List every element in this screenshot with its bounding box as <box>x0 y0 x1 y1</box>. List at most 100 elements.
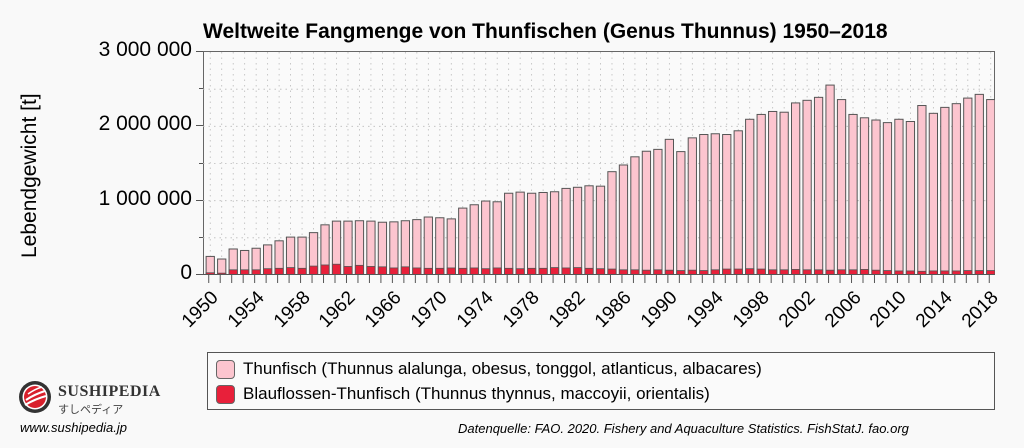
bar-thunfisch <box>480 200 490 275</box>
bar-blauflossen <box>951 270 961 275</box>
bar-blauflossen <box>905 270 915 275</box>
bar-thunfisch <box>618 164 628 275</box>
bar-blauflossen <box>916 270 926 275</box>
bar-blauflossen <box>400 266 410 275</box>
legend-label: Blauflossen-Thunfisch (Thunnus thynnus, … <box>243 384 710 403</box>
bar-thunfisch <box>687 137 697 275</box>
bar-thunfisch <box>423 216 433 275</box>
bar-thunfisch <box>824 84 835 275</box>
y-tick <box>196 199 203 201</box>
y-tick <box>196 274 203 275</box>
bar-thunfisch <box>698 134 708 275</box>
bar-blauflossen <box>262 268 272 275</box>
bar-thunfisch <box>239 249 249 275</box>
bar-blauflossen <box>469 267 479 275</box>
bar-thunfisch <box>756 113 766 275</box>
website-link[interactable]: www.sushipedia.jp <box>20 420 127 435</box>
bar-thunfisch <box>469 204 479 275</box>
bar-thunfisch <box>262 244 272 275</box>
bar-blauflossen <box>480 268 490 275</box>
bar-blauflossen <box>939 270 949 275</box>
bar-thunfisch <box>870 119 881 275</box>
bar-thunfisch <box>251 247 261 275</box>
y-tick <box>196 125 203 127</box>
bar-blauflossen <box>354 264 364 275</box>
y-minor-tick <box>199 236 203 238</box>
y-tick-label: 0 <box>180 261 192 284</box>
legend-label: Thunfisch (Thunnus alalunga, obesus, ton… <box>243 359 762 378</box>
bar-thunfisch <box>836 99 846 275</box>
bar-thunfisch <box>492 201 502 275</box>
bar-thunfisch <box>572 186 582 275</box>
bar-thunfisch <box>526 192 536 275</box>
bar-blauflossen <box>825 269 835 275</box>
bar-thunfisch <box>916 105 927 275</box>
bar-thunfisch <box>859 117 869 275</box>
bar-blauflossen <box>664 269 674 275</box>
bar-thunfisch <box>411 219 421 275</box>
brand-name-jp: すしペディア <box>58 404 124 416</box>
bar-blauflossen <box>744 268 754 275</box>
bar-blauflossen <box>561 267 571 275</box>
bar-thunfisch <box>801 99 812 275</box>
y-minor-tick <box>199 88 203 90</box>
bar-thunfisch <box>767 110 777 275</box>
y-tick <box>196 51 203 52</box>
bar-chart <box>202 52 995 275</box>
brand-name: SUSHIPEDIA <box>58 383 161 400</box>
x-axis-ticks <box>208 274 990 283</box>
bar-thunfisch <box>434 217 444 275</box>
bar-thunfisch <box>503 192 513 275</box>
bar-thunfisch <box>675 151 685 275</box>
bar-blauflossen <box>388 267 398 275</box>
bar-thunfisch <box>446 218 456 275</box>
bar-blauflossen <box>928 270 938 275</box>
bar-thunfisch <box>342 220 353 275</box>
bar-thunfisch <box>629 156 640 275</box>
bar-thunfisch <box>606 171 617 275</box>
y-tick-label: 2 000 000 <box>98 112 192 136</box>
legend-swatch-red <box>216 384 235 404</box>
bar-blauflossen <box>870 269 881 275</box>
bar-blauflossen <box>893 270 903 275</box>
bar-thunfisch <box>951 103 961 275</box>
y-axis-label: Lebendgewicht [t] <box>18 93 41 258</box>
bar-thunfisch <box>308 232 318 275</box>
bar-blauflossen <box>515 268 525 275</box>
bar-thunfisch <box>641 150 651 275</box>
y-minor-tick <box>199 162 203 164</box>
plot-area <box>202 51 995 275</box>
bar-thunfisch <box>216 258 226 275</box>
chart-title: Weltweite Fangmenge von Thunfischen (Gen… <box>203 20 888 43</box>
legend: Thunfisch (Thunnus alalunga, obesus, ton… <box>207 352 995 410</box>
bar-thunfisch <box>652 148 663 275</box>
bar-thunfisch <box>537 191 548 275</box>
bar-thunfisch <box>365 220 376 275</box>
bar-thunfisch <box>205 255 215 275</box>
bar-blauflossen <box>377 266 387 275</box>
bar-thunfisch <box>985 99 995 275</box>
bar-blauflossen <box>446 267 456 275</box>
bar-thunfisch <box>595 185 605 275</box>
bar-blauflossen <box>687 269 697 275</box>
legend-item-blauflossen: Blauflossen-Thunfisch (Thunnus thynnus, … <box>216 384 710 404</box>
bar-thunfisch <box>893 118 904 275</box>
bar-thunfisch <box>273 240 284 275</box>
bar-thunfisch <box>583 185 594 275</box>
bar-thunfisch <box>847 113 858 275</box>
bar-thunfisch <box>744 118 754 275</box>
bar-thunfisch <box>962 97 972 275</box>
data-source: Datenquelle: FAO. 2020. Fishery and Aqua… <box>458 421 909 436</box>
legend-swatch-pink <box>216 359 235 379</box>
sushi-roll-logo-icon <box>19 381 51 413</box>
bar-thunfisch <box>779 111 789 275</box>
y-tick-label: 3 000 000 <box>98 38 192 61</box>
bar-thunfisch <box>733 130 743 275</box>
bar-blauflossen <box>492 267 502 275</box>
bar-thunfisch <box>515 191 525 275</box>
bar-thunfisch <box>882 122 892 275</box>
bar-thunfisch <box>228 248 238 275</box>
bar-blauflossen <box>411 267 421 275</box>
bar-blauflossen <box>790 269 800 275</box>
bar-thunfisch <box>388 221 399 275</box>
